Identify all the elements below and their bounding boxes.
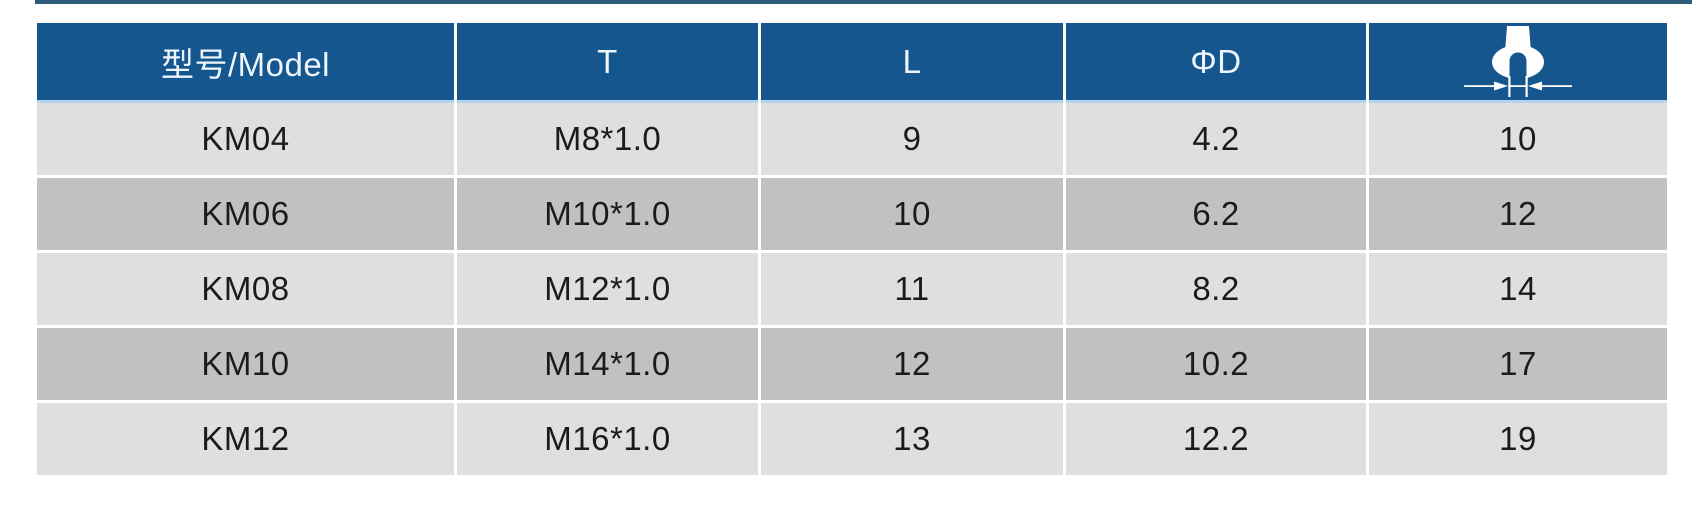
model-value: KM12 — [201, 420, 290, 457]
length-value: 12 — [893, 345, 931, 382]
cell-model: KM06 — [37, 178, 454, 250]
wrench-size-value: 10 — [1499, 120, 1537, 157]
thread-value: M10*1.0 — [544, 195, 671, 232]
cell-thread: M14*1.0 — [457, 328, 758, 400]
cell-thread: M12*1.0 — [457, 253, 758, 325]
header-label-model: 型号/Model — [160, 45, 331, 83]
length-value: 9 — [902, 120, 922, 157]
thread-value: M12*1.0 — [544, 270, 671, 307]
cell-length: 13 — [761, 403, 1063, 475]
cell-thread: M16*1.0 — [457, 403, 758, 475]
length-value: 13 — [893, 420, 931, 457]
cell-length: 9 — [761, 103, 1063, 175]
diameter-value: 12.2 — [1182, 420, 1250, 457]
wrench-size-value: 17 — [1499, 345, 1537, 382]
spec-table: 型号/Model T L ΦD — [37, 23, 1667, 475]
cell-length: 10 — [761, 178, 1063, 250]
cell-diameter: 12.2 — [1066, 403, 1366, 475]
cell-wrench-size: 10 — [1369, 103, 1667, 175]
cell-thread: M8*1.0 — [457, 103, 758, 175]
cell-wrench-size: 19 — [1369, 403, 1667, 475]
cell-thread: M10*1.0 — [457, 178, 758, 250]
cell-length: 11 — [761, 253, 1063, 325]
header-cell-wrench — [1369, 23, 1667, 100]
wrench-size-value: 19 — [1499, 420, 1537, 457]
model-value: KM08 — [201, 270, 290, 307]
model-value: KM04 — [201, 120, 290, 157]
header-label-length: L — [902, 42, 922, 80]
cell-diameter: 6.2 — [1066, 178, 1366, 250]
header-label-thread: T — [597, 42, 618, 80]
header-cell-length: L — [761, 23, 1063, 100]
cell-model: KM04 — [37, 103, 454, 175]
cell-wrench-size: 17 — [1369, 328, 1667, 400]
diameter-value: 4.2 — [1192, 120, 1240, 157]
cell-model: KM12 — [37, 403, 454, 475]
header-cell-thread: T — [457, 23, 758, 100]
wrench-width-icon — [1460, 25, 1576, 98]
cell-model: KM08 — [37, 253, 454, 325]
wrench-size-value: 12 — [1499, 195, 1537, 232]
diameter-value: 6.2 — [1192, 195, 1240, 232]
model-value: KM10 — [201, 345, 290, 382]
thread-value: M8*1.0 — [553, 120, 662, 157]
top-edge-strip — [35, 0, 1692, 4]
diameter-value: 8.2 — [1192, 270, 1240, 307]
length-value: 11 — [894, 270, 930, 307]
model-value: KM06 — [201, 195, 290, 232]
length-value: 10 — [893, 195, 931, 232]
header-cell-model: 型号/Model — [37, 23, 454, 100]
thread-value: M16*1.0 — [544, 420, 671, 457]
header-label-diameter: ΦD — [1190, 42, 1242, 80]
diameter-value: 10.2 — [1182, 345, 1250, 382]
header-cell-diameter: ΦD — [1066, 23, 1366, 100]
cell-diameter: 4.2 — [1066, 103, 1366, 175]
thread-value: M14*1.0 — [544, 345, 671, 382]
cell-wrench-size: 12 — [1369, 178, 1667, 250]
cell-wrench-size: 14 — [1369, 253, 1667, 325]
cell-diameter: 10.2 — [1066, 328, 1366, 400]
cell-model: KM10 — [37, 328, 454, 400]
wrench-size-value: 14 — [1499, 270, 1537, 307]
cell-length: 12 — [761, 328, 1063, 400]
cell-diameter: 8.2 — [1066, 253, 1366, 325]
